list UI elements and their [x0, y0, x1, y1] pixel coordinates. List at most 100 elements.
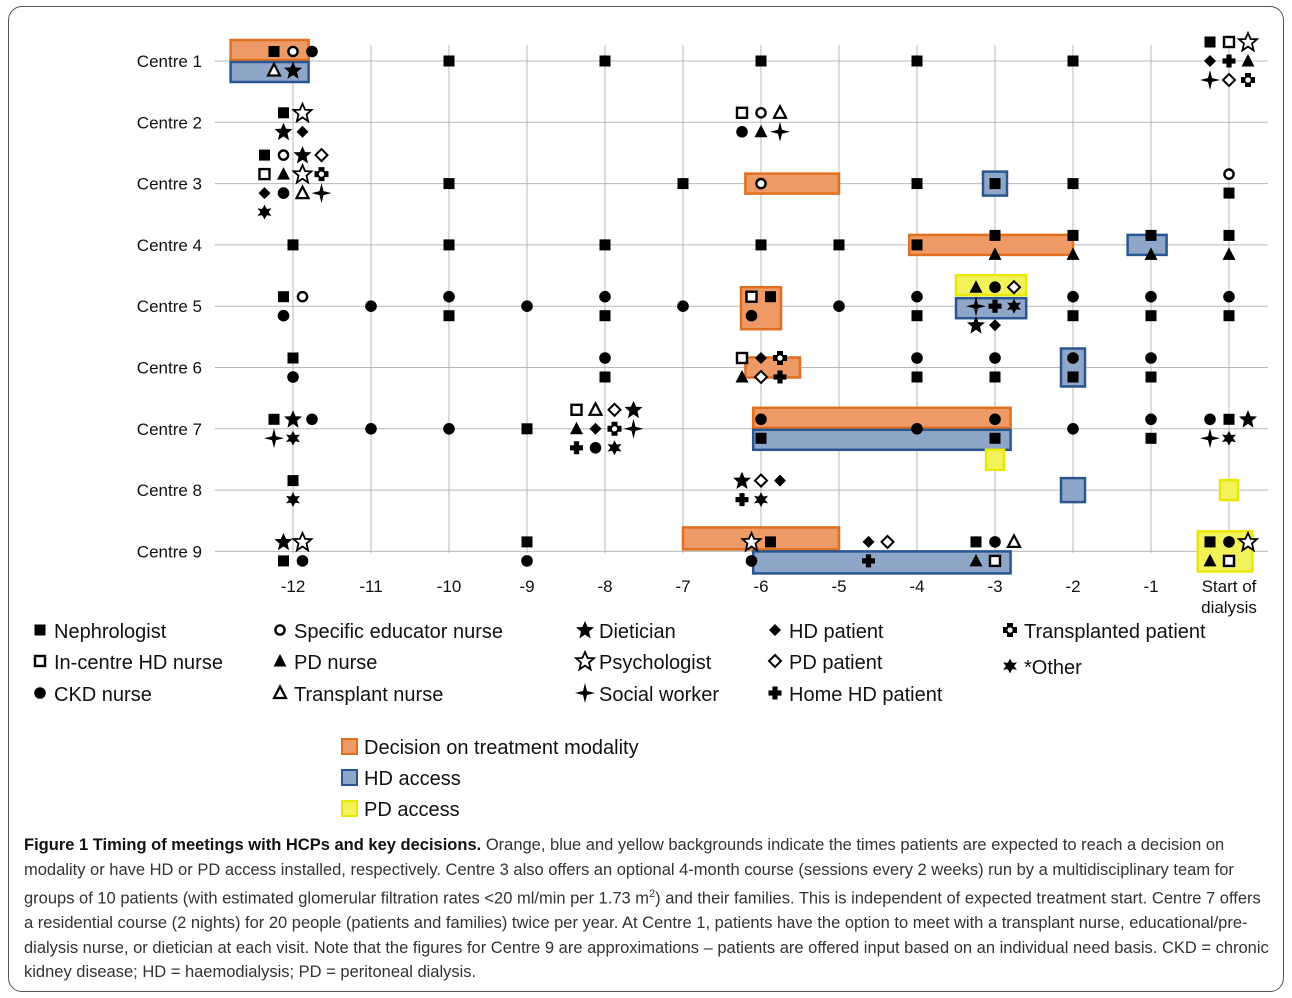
marker-ckd_nurse — [745, 555, 758, 567]
marker-ckd_nurse — [1223, 536, 1235, 548]
marker-nephrologist — [1067, 229, 1079, 241]
marker-nephrologist — [989, 178, 1001, 190]
marker-ckd_nurse — [443, 423, 455, 435]
marker-ckd_nurse — [599, 290, 611, 303]
marker-pd_patient — [754, 473, 768, 488]
x-tick-label: -12 — [281, 577, 306, 596]
marker-ckd_nurse — [1067, 290, 1079, 303]
marker-nephrologist — [278, 555, 289, 567]
marker-pd_patient — [607, 402, 622, 417]
marker-social_worker — [1200, 428, 1220, 449]
marker-nephrologist — [287, 352, 299, 364]
marker-nephrologist — [1145, 310, 1157, 322]
marker-nephrologist — [443, 55, 455, 67]
legend-label: PD access — [364, 799, 460, 821]
x-tick-label: -6 — [753, 577, 768, 596]
marker-ckd_nurse — [1204, 413, 1216, 426]
marker-ckd_nurse — [911, 423, 923, 435]
marker-nephrologist — [755, 239, 767, 251]
marker-dietician — [274, 122, 293, 141]
marker-nephrologist — [1145, 371, 1157, 383]
marker-ckd_nurse — [1067, 423, 1079, 435]
caption-text-2: ) and their families. This is independen… — [24, 889, 1269, 982]
marker-nephrologist — [989, 432, 1001, 444]
marker-hd_patient — [296, 125, 309, 138]
legend-marker-pd_nurse — [273, 654, 287, 667]
marker-social_worker — [264, 428, 284, 449]
marker-nephrologist — [287, 239, 299, 251]
caption-title: Figure 1 Timing of meetings with HCPs an… — [24, 836, 482, 854]
marker-nephrologist — [970, 536, 982, 548]
marker-nephrologist — [833, 239, 845, 251]
legend-marker-nephrologist — [34, 624, 46, 636]
figure-caption: Figure 1 Timing of meetings with HCPs an… — [24, 833, 1274, 985]
shaded-period-decision — [751, 406, 1012, 430]
marker-ckd_nurse — [365, 423, 377, 435]
marker-nephrologist — [989, 229, 1001, 241]
marker-nephrologist — [911, 310, 923, 322]
marker-nephrologist — [1067, 371, 1079, 383]
x-tick-label: dialysis — [1201, 598, 1257, 617]
legend-swatch-pd_access — [341, 800, 358, 817]
marker-dietician — [624, 400, 643, 419]
marker-ckd_nurse — [287, 371, 299, 383]
marker-educator_nurse — [755, 177, 767, 190]
marker-ckd_nurse — [521, 555, 533, 567]
marker-nephrologist — [1223, 310, 1235, 322]
legend-marker-ckd_nurse — [34, 687, 46, 699]
marker-ckd_nurse — [599, 352, 611, 364]
caption-text-1: Orange, blue and yellow backgrounds indi… — [24, 836, 1234, 908]
marker-ckd_nurse — [1145, 290, 1157, 303]
marker-ckd_nurse — [365, 300, 377, 312]
marker-other — [286, 492, 300, 508]
marker-educator_nurse — [1223, 168, 1235, 180]
marker-ckd_nurse — [1145, 352, 1157, 364]
marker-nephrologist — [911, 371, 923, 383]
legend-label: Dietician — [599, 621, 676, 643]
marker-psychologist — [292, 164, 313, 184]
legend-marker-other — [1003, 658, 1017, 674]
legend-label: In-centre HD nurse — [54, 652, 223, 674]
axis-labels: Centre 1 Centre 2 Centre 3 Centre 4 Centre 5… — [137, 52, 1257, 617]
marker-ckd_nurse — [1067, 352, 1079, 364]
timing-chart: Centre 1 Centre 2 Centre 3 Centre 4 Centre 5… — [33, 32, 1268, 821]
shaded-period-pd_access — [1218, 478, 1240, 502]
legend-label: Transplanted patient — [1024, 621, 1206, 643]
marker-ckd_nurse — [833, 300, 845, 312]
legend-label: HD access — [364, 768, 461, 790]
marker-ckd_nurse — [989, 352, 1001, 364]
legend-label: HD patient — [789, 621, 884, 643]
marker-ckd_nurse — [989, 281, 1001, 293]
legend-marker-hd_patient — [769, 624, 781, 636]
marker-nephrologist — [1067, 310, 1079, 322]
marker-hd_patient — [258, 187, 271, 200]
marker-social_worker — [770, 121, 790, 142]
legend-label: PD patient — [789, 652, 883, 674]
centre-label: Centre 4 — [137, 236, 202, 255]
shaded-period-decision — [744, 356, 802, 379]
legend-marker-pd_patient — [768, 654, 782, 668]
marker-ckd_nurse — [277, 309, 290, 322]
marker-nephrologist — [278, 291, 289, 303]
marker-pd_nurse — [754, 124, 768, 138]
x-tick-label: -3 — [987, 577, 1002, 596]
centre-label: Centre 1 — [137, 52, 202, 71]
marker-nephrologist — [287, 475, 299, 487]
legend-marker-transplant_nurse — [272, 685, 288, 700]
legend-marker-dietician — [576, 621, 594, 639]
centre-label: Centre 2 — [137, 113, 202, 132]
marker-ckd_nurse — [589, 442, 602, 454]
legend-label: *Other — [1024, 657, 1082, 679]
marker-pd_patient — [1222, 73, 1236, 87]
marker-nephrologist — [677, 178, 689, 190]
marker-nephrologist — [278, 107, 289, 119]
marker-hd_patient — [589, 422, 602, 435]
legend-label: Psychologist — [599, 652, 712, 674]
marker-transplant_nurse — [588, 402, 603, 416]
marker-hd_patient — [774, 474, 786, 487]
marker-social_worker — [311, 183, 332, 204]
marker-nephrologist — [1145, 432, 1157, 444]
marker-nephrologist — [989, 371, 1001, 383]
marker-dietician — [274, 532, 293, 551]
legend-label: Home HD patient — [789, 684, 943, 706]
